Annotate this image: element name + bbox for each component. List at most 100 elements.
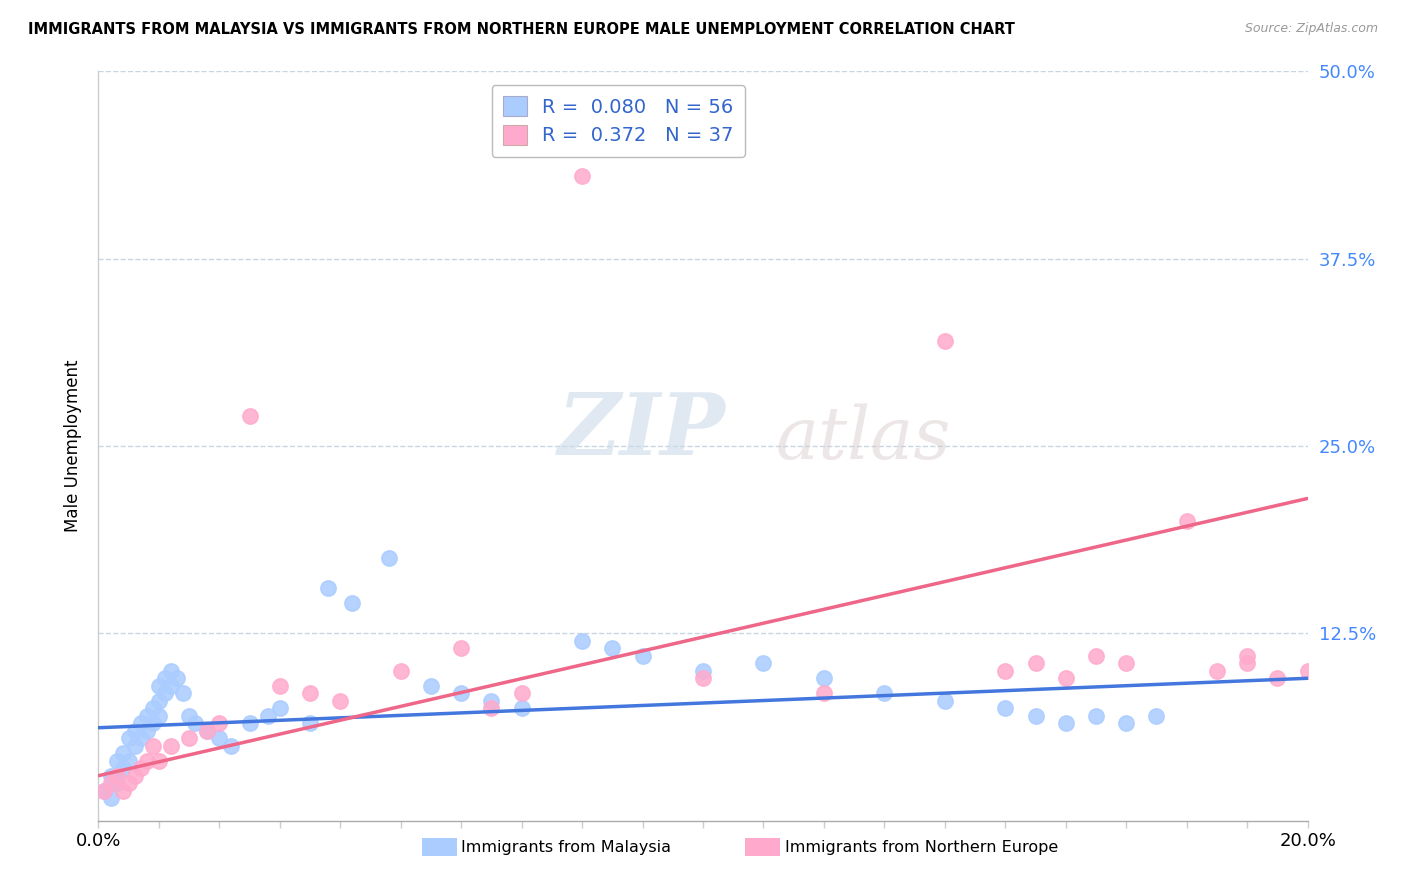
- Point: [184, 716, 207, 731]
- Point: [813, 671, 835, 685]
- Point: [129, 716, 152, 731]
- Point: [481, 694, 503, 708]
- Point: [299, 716, 322, 731]
- Point: [994, 664, 1017, 678]
- Point: [208, 716, 231, 731]
- Point: [124, 769, 146, 783]
- Point: [1024, 657, 1046, 671]
- Point: [153, 671, 176, 685]
- Point: [93, 783, 115, 797]
- Point: [160, 739, 183, 753]
- Point: [166, 671, 188, 685]
- Point: [1054, 716, 1077, 731]
- Point: [316, 582, 339, 596]
- Text: Immigrants from Northern Europe: Immigrants from Northern Europe: [785, 840, 1057, 855]
- Point: [111, 746, 134, 760]
- Point: [1236, 648, 1258, 663]
- Point: [195, 723, 218, 738]
- Point: [1085, 648, 1108, 663]
- Point: [111, 761, 134, 775]
- Point: [142, 701, 165, 715]
- Text: Immigrants from Malaysia: Immigrants from Malaysia: [461, 840, 671, 855]
- Point: [1267, 671, 1289, 685]
- Point: [93, 783, 115, 797]
- Point: [256, 708, 278, 723]
- Point: [179, 731, 201, 746]
- Point: [1115, 657, 1137, 671]
- Point: [239, 409, 262, 423]
- Point: [118, 754, 141, 768]
- Point: [100, 776, 122, 790]
- Point: [105, 769, 128, 783]
- Point: [129, 731, 152, 746]
- Text: atlas: atlas: [776, 403, 950, 474]
- Point: [510, 686, 533, 700]
- Point: [148, 754, 170, 768]
- Point: [389, 664, 412, 678]
- Point: [135, 754, 157, 768]
- Text: Source: ZipAtlas.com: Source: ZipAtlas.com: [1244, 22, 1378, 36]
- Point: [148, 708, 170, 723]
- Point: [1115, 716, 1137, 731]
- Point: [160, 664, 183, 678]
- Point: [873, 686, 896, 700]
- Point: [420, 679, 443, 693]
- Point: [752, 657, 775, 671]
- Point: [571, 169, 593, 184]
- Point: [692, 664, 714, 678]
- Point: [269, 679, 291, 693]
- Point: [118, 776, 141, 790]
- Legend: R =  0.080   N = 56, R =  0.372   N = 37: R = 0.080 N = 56, R = 0.372 N = 37: [492, 85, 745, 157]
- Point: [934, 694, 956, 708]
- Point: [153, 686, 176, 700]
- Point: [571, 633, 593, 648]
- Point: [100, 791, 122, 805]
- Point: [1296, 664, 1319, 678]
- Point: [329, 694, 352, 708]
- Point: [179, 708, 201, 723]
- Point: [100, 769, 122, 783]
- Point: [631, 648, 654, 663]
- Point: [172, 686, 194, 700]
- Point: [692, 671, 714, 685]
- Point: [994, 701, 1017, 715]
- Text: IMMIGRANTS FROM MALAYSIA VS IMMIGRANTS FROM NORTHERN EUROPE MALE UNEMPLOYMENT CO: IMMIGRANTS FROM MALAYSIA VS IMMIGRANTS F…: [28, 22, 1015, 37]
- Point: [118, 731, 141, 746]
- Point: [602, 641, 624, 656]
- Point: [813, 686, 835, 700]
- Point: [239, 716, 262, 731]
- Point: [1024, 708, 1046, 723]
- Point: [221, 739, 243, 753]
- Point: [1085, 708, 1108, 723]
- Point: [148, 679, 170, 693]
- Point: [195, 723, 218, 738]
- Point: [1206, 664, 1229, 678]
- Point: [481, 701, 503, 715]
- Point: [1054, 671, 1077, 685]
- Point: [1236, 657, 1258, 671]
- Point: [105, 754, 128, 768]
- Point: [124, 739, 146, 753]
- Point: [142, 716, 165, 731]
- Point: [124, 723, 146, 738]
- Point: [208, 731, 231, 746]
- Point: [105, 776, 128, 790]
- Point: [160, 679, 183, 693]
- Point: [142, 739, 165, 753]
- Point: [1144, 708, 1167, 723]
- Point: [148, 694, 170, 708]
- Point: [510, 701, 533, 715]
- Point: [299, 686, 322, 700]
- Point: [450, 641, 472, 656]
- Point: [129, 761, 152, 775]
- Point: [342, 596, 364, 610]
- Point: [135, 708, 157, 723]
- Point: [377, 551, 399, 566]
- Point: [111, 783, 134, 797]
- Point: [135, 723, 157, 738]
- Point: [450, 686, 472, 700]
- Point: [934, 334, 956, 348]
- Point: [269, 701, 291, 715]
- Point: [1175, 514, 1198, 528]
- Text: ZIP: ZIP: [558, 389, 725, 473]
